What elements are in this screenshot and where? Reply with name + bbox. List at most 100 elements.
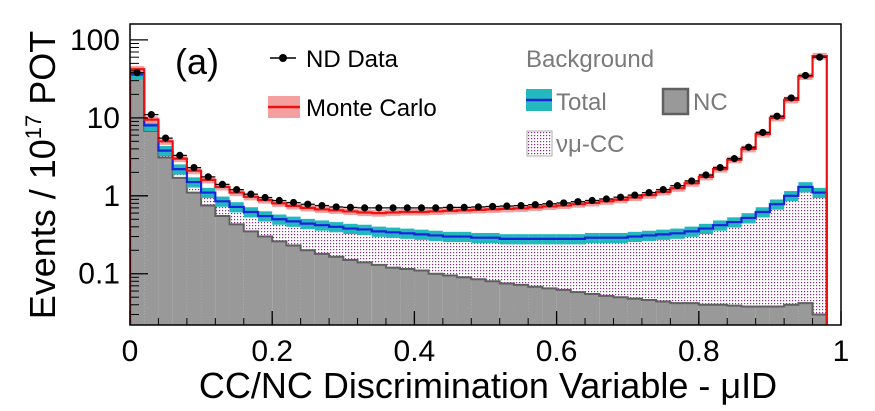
- y-tick-label: 100: [70, 24, 120, 57]
- nc-bar: [272, 241, 287, 325]
- legend-nc-marker: [661, 87, 690, 116]
- nc-bar: [741, 306, 756, 325]
- total-line: [130, 73, 828, 325]
- nc-bar: [755, 306, 770, 325]
- x-tick-label: 0.4: [394, 335, 436, 368]
- data-point: [616, 193, 625, 201]
- data-point: [602, 195, 610, 203]
- data-point: [773, 112, 781, 120]
- data-point: [304, 200, 312, 208]
- nc-bar: [343, 260, 358, 325]
- data-point: [503, 202, 511, 210]
- nc-bar: [243, 231, 258, 325]
- y-axis-title-exponent: 17: [21, 115, 46, 139]
- nc-bar: [485, 281, 500, 325]
- x-tick-label: 0.6: [536, 335, 578, 368]
- nc-bar: [442, 275, 458, 325]
- nc-bar: [599, 295, 614, 325]
- legend-numu-cc-marker: [526, 130, 553, 157]
- y-axis-title: Events / 1017 POT: [21, 31, 63, 320]
- nc-bar: [528, 286, 543, 325]
- nc-bar: [229, 224, 244, 325]
- data-point: [361, 204, 369, 212]
- nc-bar: [357, 262, 372, 325]
- data-point: [446, 203, 454, 211]
- data-point: [133, 69, 141, 77]
- legend-numu-cc-label: νμ-CC: [556, 131, 624, 158]
- axes-layer: 0 0.2 0.4 0.6 0.8 1 0.1 1 10 100: [70, 24, 849, 368]
- nc-bar: [784, 304, 799, 325]
- nc-bar: [727, 305, 742, 325]
- nc-bar: [713, 304, 728, 325]
- data-point: [801, 71, 810, 80]
- nc-bar: [627, 298, 642, 325]
- numu-cc-bar: [741, 217, 756, 325]
- nc-bar: [130, 77, 145, 325]
- nc-bar: [585, 293, 600, 325]
- numu-cc-bar: [727, 222, 742, 325]
- data-point: [389, 204, 397, 212]
- data-point: [545, 200, 554, 208]
- numu-cc-bar: [670, 233, 685, 325]
- data-point: [261, 193, 269, 202]
- numu-cc-bar: [698, 228, 714, 325]
- y-axis-title-prefix: Events / 10: [22, 139, 63, 319]
- data-point: [346, 203, 355, 211]
- data-point: [673, 182, 682, 190]
- data-point: [432, 204, 440, 212]
- data-point: [560, 199, 568, 207]
- data-point: [318, 201, 326, 210]
- nc-bar: [286, 245, 301, 325]
- data-point: [787, 94, 795, 102]
- nc-bar: [186, 192, 202, 325]
- data-point: [204, 173, 212, 181]
- y-tick-label: 1: [103, 180, 120, 213]
- data-point: [474, 203, 482, 211]
- legend-mc-label: Monte Carlo: [306, 95, 437, 122]
- legend-data-marker: [270, 54, 296, 62]
- nc-bar: [329, 256, 344, 325]
- nc-bar: [371, 264, 386, 325]
- nc-fill-layer: [130, 76, 828, 325]
- nc-bar: [613, 297, 628, 325]
- data-points-layer: [130, 53, 827, 212]
- numu-cc-bar: [713, 225, 728, 325]
- data-point: [176, 151, 184, 159]
- nc-bar: [641, 300, 657, 325]
- x-tick-label: 1: [833, 335, 850, 368]
- nc-bar: [698, 304, 714, 325]
- data-point: [759, 128, 767, 137]
- nc-bar: [798, 303, 813, 325]
- legend-background-title: Background: [526, 46, 654, 73]
- data-point: [190, 164, 198, 172]
- data-point: [744, 143, 753, 151]
- nc-bar: [300, 250, 315, 325]
- data-point: [588, 196, 596, 205]
- data-point: [417, 204, 426, 212]
- nc-bar: [385, 267, 401, 325]
- data-point: [403, 204, 411, 212]
- nc-bar: [400, 269, 415, 325]
- nc-bar: [471, 279, 486, 325]
- data-point: [531, 201, 539, 209]
- nc-bar: [556, 289, 571, 325]
- data-point: [275, 196, 283, 205]
- nc-bar: [314, 253, 330, 325]
- data-point: [489, 202, 497, 211]
- data-point: [574, 198, 582, 206]
- x-tick-label: 0.8: [678, 335, 720, 368]
- data-point: [631, 191, 639, 199]
- nc-bar: [457, 277, 472, 325]
- nc-bar: [428, 273, 443, 325]
- legend-total-marker: [526, 89, 552, 111]
- legend: (a) ND Data Monte Carlo Background Total…: [175, 41, 728, 158]
- numu-cc-bar: [755, 211, 770, 325]
- nc-outline: [130, 76, 828, 325]
- data-point: [460, 203, 468, 211]
- data-point: [816, 53, 824, 61]
- plot-frame: [129, 23, 842, 326]
- data-point: [517, 201, 525, 210]
- nc-bar: [499, 283, 514, 325]
- x-tick-label: 0: [122, 335, 139, 368]
- y-axis-title-suffix: POT: [22, 31, 63, 115]
